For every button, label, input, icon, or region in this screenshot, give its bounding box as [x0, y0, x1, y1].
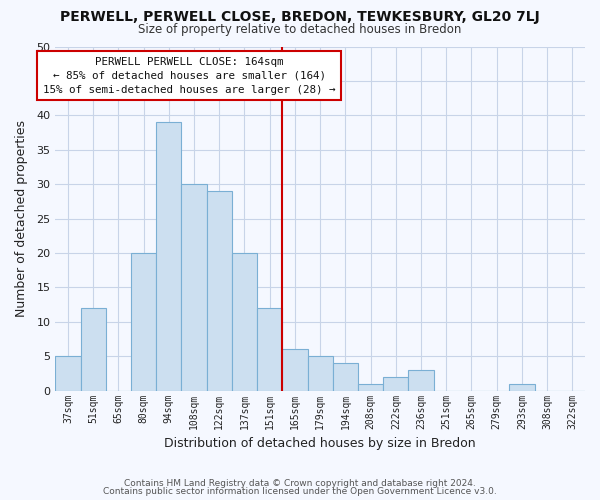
Text: PERWELL, PERWELL CLOSE, BREDON, TEWKESBURY, GL20 7LJ: PERWELL, PERWELL CLOSE, BREDON, TEWKESBU… [60, 10, 540, 24]
X-axis label: Distribution of detached houses by size in Bredon: Distribution of detached houses by size … [164, 437, 476, 450]
Bar [206, 191, 232, 390]
Bar [257, 308, 283, 390]
Bar [333, 363, 358, 390]
Bar [509, 384, 535, 390]
Text: Contains public sector information licensed under the Open Government Licence v3: Contains public sector information licen… [103, 487, 497, 496]
Text: Contains HM Land Registry data © Crown copyright and database right 2024.: Contains HM Land Registry data © Crown c… [124, 478, 476, 488]
Text: Size of property relative to detached houses in Bredon: Size of property relative to detached ho… [139, 22, 461, 36]
Bar [383, 377, 409, 390]
Bar [409, 370, 434, 390]
Bar [358, 384, 383, 390]
Bar [80, 308, 106, 390]
Bar [308, 356, 333, 390]
Bar [181, 184, 206, 390]
Bar [55, 356, 80, 390]
Y-axis label: Number of detached properties: Number of detached properties [15, 120, 28, 317]
Bar [156, 122, 181, 390]
Bar [232, 253, 257, 390]
Text: PERWELL PERWELL CLOSE: 164sqm
← 85% of detached houses are smaller (164)
15% of : PERWELL PERWELL CLOSE: 164sqm ← 85% of d… [43, 57, 335, 95]
Bar [283, 350, 308, 391]
Bar [131, 253, 156, 390]
